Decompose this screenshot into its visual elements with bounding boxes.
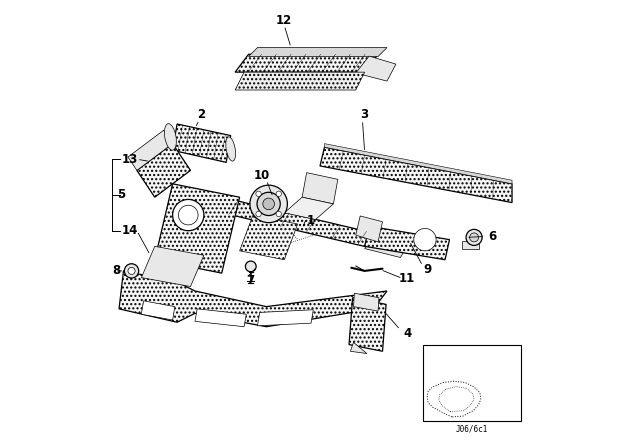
Polygon shape [423,345,521,421]
Circle shape [466,229,482,246]
Circle shape [414,228,436,251]
Text: 6: 6 [488,230,496,243]
Text: 9: 9 [423,263,431,276]
Polygon shape [350,342,367,353]
Text: 1: 1 [307,214,315,227]
Polygon shape [365,226,449,260]
Text: 2: 2 [198,108,205,121]
Text: 12: 12 [276,14,292,27]
Circle shape [173,199,204,231]
Circle shape [128,267,135,275]
Text: 14: 14 [122,224,138,237]
Polygon shape [324,144,512,184]
Polygon shape [284,197,333,220]
Polygon shape [235,72,365,90]
Polygon shape [356,56,396,81]
Ellipse shape [226,137,236,161]
Polygon shape [239,215,298,260]
Polygon shape [141,301,175,320]
Text: 13: 13 [122,153,138,166]
Circle shape [124,264,139,278]
Circle shape [256,191,261,197]
Circle shape [276,191,282,197]
Polygon shape [349,297,386,351]
Text: 4: 4 [403,327,412,340]
Polygon shape [137,144,191,197]
Text: 8: 8 [113,264,121,277]
Circle shape [245,261,256,272]
Polygon shape [235,54,378,72]
Polygon shape [365,234,410,258]
Polygon shape [195,309,246,327]
Polygon shape [462,241,479,249]
Polygon shape [257,310,314,326]
Polygon shape [248,47,387,56]
Polygon shape [173,124,230,162]
Circle shape [250,185,287,223]
Polygon shape [141,246,204,287]
Text: J06/6c1: J06/6c1 [456,424,488,433]
Text: 5: 5 [117,189,125,202]
Ellipse shape [164,124,177,150]
Circle shape [263,198,275,210]
Circle shape [256,211,261,217]
Polygon shape [155,184,239,273]
Polygon shape [353,293,379,311]
Text: 11: 11 [399,272,415,285]
Text: 3: 3 [360,108,369,121]
Polygon shape [320,147,512,202]
Circle shape [276,211,282,217]
Polygon shape [213,197,383,249]
Text: 10: 10 [254,169,270,182]
Polygon shape [119,271,387,327]
Polygon shape [302,172,338,204]
Text: 7: 7 [246,274,255,287]
Polygon shape [128,130,173,170]
Circle shape [470,233,479,242]
Circle shape [179,205,198,225]
Polygon shape [356,216,383,242]
Circle shape [257,192,280,215]
